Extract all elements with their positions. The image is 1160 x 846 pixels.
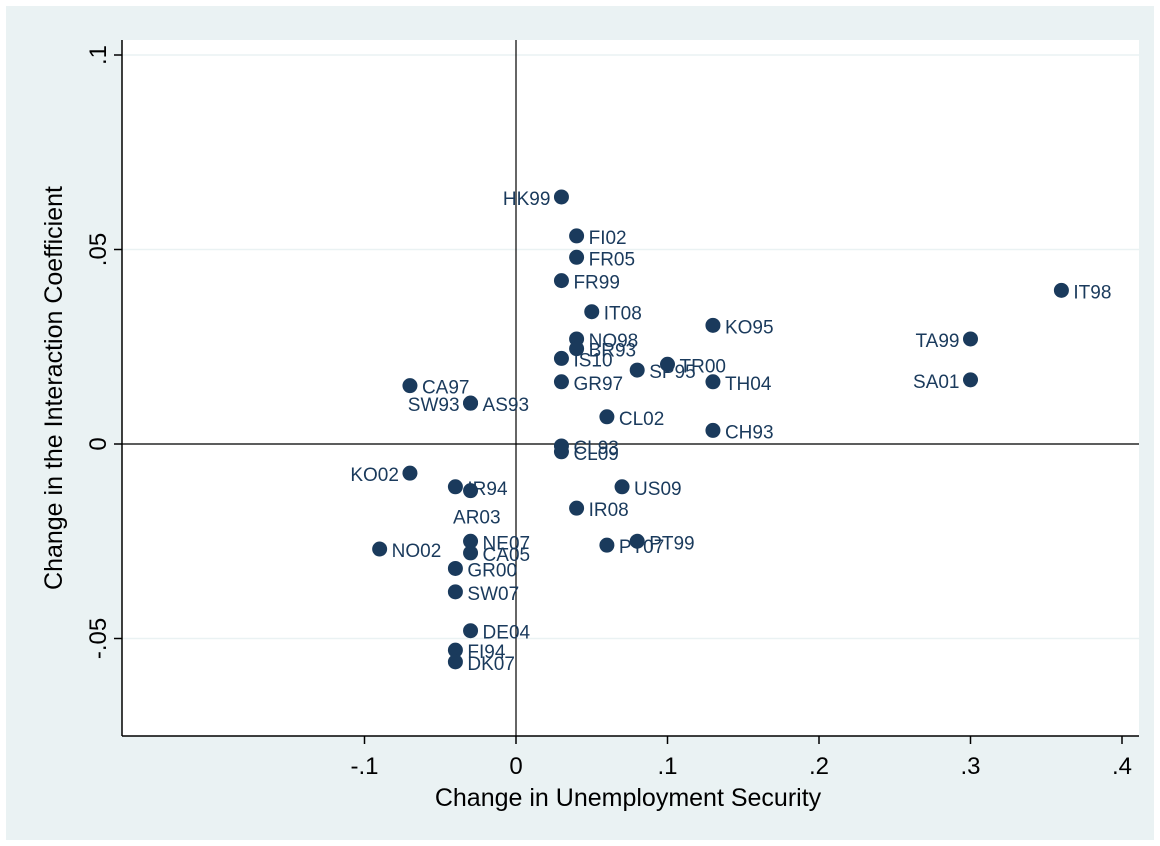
point-label-ko02: KO02 [350,465,399,486]
data-point-it08 [584,304,600,320]
point-label-br93: BR93 [589,341,637,362]
point-label-cl93: CL93 [573,438,618,459]
point-label-de04: DE04 [483,623,531,644]
point-label-ca97: CA97 [422,378,470,399]
data-point-sp95 [629,362,645,378]
data-point-ko95 [705,317,721,333]
data-point-ir94 [447,479,463,495]
data-point-pt07 [599,537,615,553]
data-point-fr05 [569,249,585,265]
point-label-pt07: PT07 [619,537,664,558]
data-point-gr00 [447,560,463,576]
data-point-sw07 [447,584,463,600]
data-point-ir08 [569,500,585,516]
data-point-us09 [614,479,630,495]
data-point-de04 [463,623,479,639]
point-label-no98: NO98 [589,331,639,352]
point-label-sp95: SP95 [649,362,695,383]
point-label-ta99: TA99 [915,331,959,352]
y-axis-title: Change in the Interaction Coefficient [40,186,68,590]
data-point-gr97 [553,374,569,390]
x-axis-title: Change in Unemployment Security [435,784,822,812]
point-label-hk99: HK99 [503,189,551,210]
point-label-dk07: DK07 [467,654,515,675]
point-label-it08: IT08 [604,304,642,325]
point-label-pt99: PT99 [649,533,694,554]
y-tick-label: 0 [85,437,112,450]
data-point-sa01 [963,372,978,388]
point-label-th04: TH04 [725,374,772,395]
x-tick-label: .2 [809,753,829,780]
data-point-tr00 [660,356,675,372]
data-point-ch93 [705,422,721,438]
y-tick-label: .1 [85,45,112,65]
data-point-th04 [705,374,721,390]
data-point-ko02 [402,465,418,481]
x-tick-label: -.1 [350,753,378,780]
point-label-no02: NO02 [392,541,442,562]
reference-lines [122,40,1139,736]
data-point-is10 [553,350,569,366]
point-label-cl02: CL02 [619,409,664,430]
data-point-br93 [569,341,585,357]
x-tick-label: .1 [657,753,677,780]
point-label-gr00: GR00 [467,560,517,581]
point-label-sw93: SW93 [408,395,460,416]
point-label-ca05: CA05 [483,545,531,566]
point-label-cl09: CL09 [573,444,618,465]
point-label-sw07: SW07 [467,584,519,605]
data-point-fr99 [553,273,569,289]
y-tick-label: .05 [85,233,112,266]
point-label-fi02: FI02 [589,228,627,249]
point-label-ir94: IR94 [467,479,508,500]
data-point-as93 [463,395,479,411]
x-tick-label: 0 [509,753,522,780]
point-label-is10: IS10 [573,350,612,371]
point-label-as93: AS93 [483,395,529,416]
x-tick-label: .4 [1112,753,1132,780]
point-label-ko95: KO95 [725,317,774,338]
axes: -.1 0 .1 .2 .3 .4 -.05 0 .05 .1 [85,40,1139,780]
plot-area [122,40,1139,736]
data-point-pt99 [629,533,645,549]
point-label-us09: US09 [634,479,682,500]
data-point-ca05 [463,545,479,561]
data-point-ta99 [963,331,978,347]
point-label-sa01: SA01 [913,372,959,393]
point-label-fi94: FI94 [467,642,505,663]
point-label-fr05: FR05 [589,249,635,270]
data-point-dk07 [447,654,463,670]
point-label-gr97: GR97 [573,374,623,395]
point-label-fr99: FR99 [573,273,619,294]
data-points [372,189,1069,670]
data-point-no02 [372,541,388,557]
point-label-it98: IT98 [1073,282,1111,303]
data-point-it98 [1053,282,1069,298]
data-point-fi02 [569,228,585,244]
point-label-tr00: TR00 [680,356,726,377]
data-point-ne07 [463,533,479,549]
point-label-ir08: IR08 [589,500,629,521]
point-label-ar03: AR03 [453,508,501,529]
data-point-cl02 [599,409,615,425]
data-point-cl09 [553,444,569,460]
y-tick-label: -.05 [85,618,112,659]
x-tick-label: .3 [960,753,980,780]
point-label-ch93: CH93 [725,422,774,443]
data-point-hk99 [553,189,569,205]
data-point-ca97 [402,378,418,394]
data-point-fi94 [447,642,463,658]
data-point-ar03 [463,483,479,499]
point-label-ne07: NE07 [483,533,531,554]
